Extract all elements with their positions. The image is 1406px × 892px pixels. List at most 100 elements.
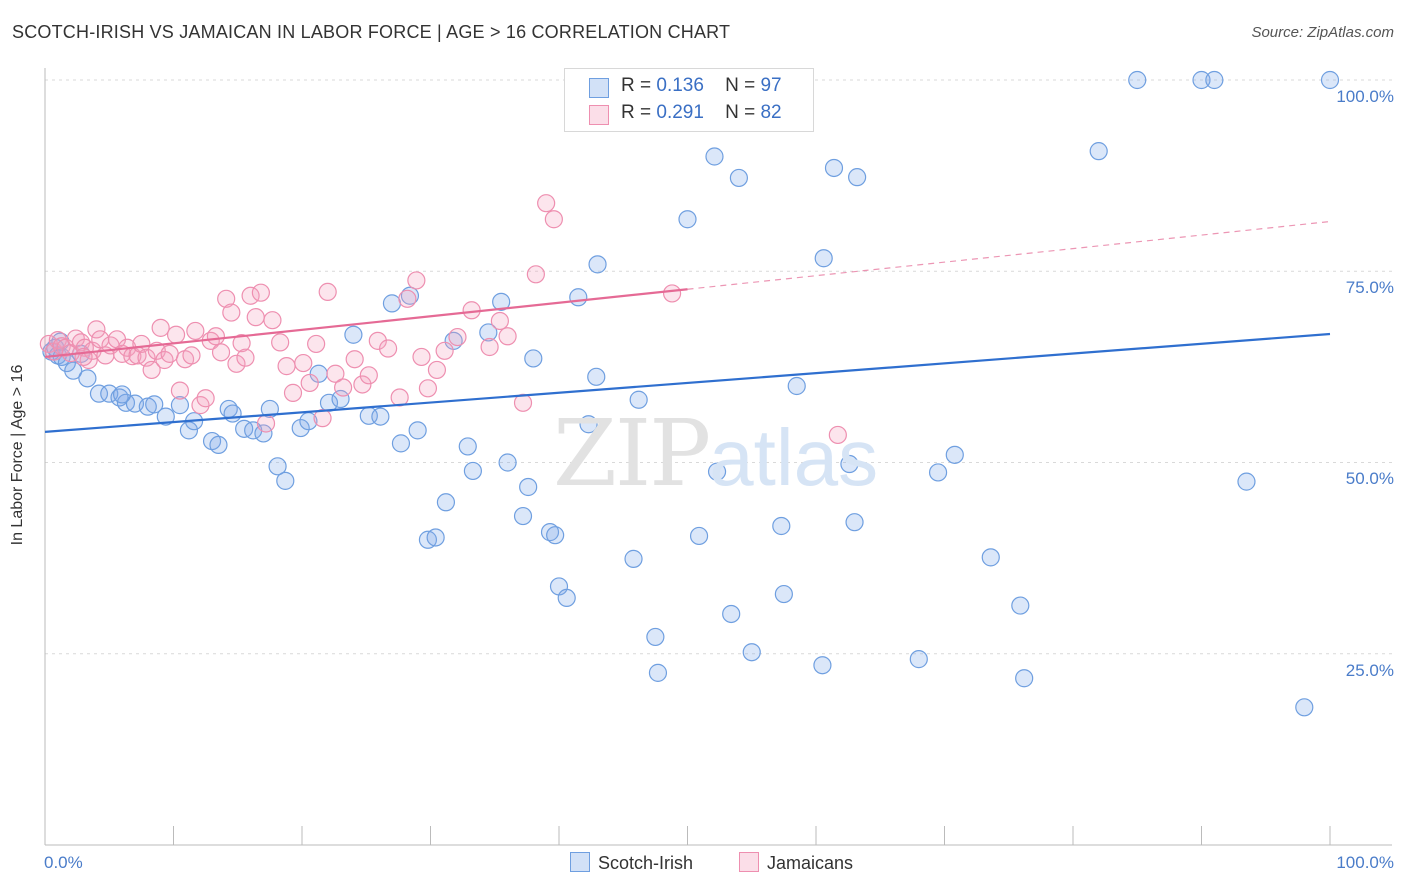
scotch-irish-point [588,255,607,274]
legend-item-scotch-irish[interactable]: Scotch-Irish [570,852,693,874]
scotch-irish-point [260,399,279,419]
jamaicans-point [251,283,270,302]
scotch-irish-point [291,418,310,438]
scotch-irish-point [845,513,864,532]
scotch-irish-point [371,407,390,426]
jamaicans-point [87,320,106,339]
scotch-irish-point [579,415,598,434]
jamaicans-point [448,327,467,347]
scotch-irish-points [42,70,1340,717]
scotch-irish-point [813,656,832,675]
scotch-irish-swatch [589,78,609,98]
jamaicans-point [160,344,179,363]
scotch-irish-point [1128,70,1147,90]
scotch-irish-point [209,435,228,455]
y-tick-label: 75.0% [1345,278,1394,297]
scotch-irish-point [624,549,643,568]
jamaicans-point [186,321,205,341]
trend-lines [44,220,1331,433]
jamaicans-point [217,289,236,308]
scotch-irish-point [436,493,456,512]
scotch-irish-point [479,323,498,342]
scotch-irish-trend-line [44,332,1331,433]
scotch-irish-point [824,158,844,178]
scotch-irish-point [648,663,668,682]
jamaicans-point [427,360,447,380]
legend-label: Jamaicans [767,853,854,873]
jamaicans-point [334,378,353,397]
scotch-irish-point [1237,472,1256,491]
scotch-irish-point [928,463,948,482]
scotch-irish-point [112,385,132,404]
jamaicans-trend-line [44,288,688,359]
jamaicans-point [537,194,556,213]
scotch-irish-point [981,548,1000,567]
jamaicans-point [246,308,265,327]
axes [44,68,1392,846]
jamaicans-point [271,333,290,352]
y-tick-label: 50.0% [1345,469,1394,488]
scotch-irish-point [408,421,427,440]
scotch-irish-point [426,528,445,547]
scotch-irish-point [331,389,350,409]
jamaicans-point [142,360,161,380]
jamaicans-point [368,331,387,350]
scotch-irish-point [945,445,964,464]
scotch-irish-point [546,526,565,545]
jamaicans-point [300,373,319,393]
legend-item-jamaicans[interactable]: Jamaicans [739,852,853,874]
jamaicans-point [345,350,364,369]
jamaicans-point [490,311,509,331]
legend-label: Scotch-Irish [598,853,694,873]
scotch-irish-point [848,168,867,187]
stats-legend: R = 0.136 N = 97 R = 0.291 N = 82 [564,68,814,132]
jamaicans-trend-extension [687,220,1331,290]
jamaicans-point [182,346,201,365]
jamaicans-point [318,282,337,302]
scotch-irish-point [629,390,648,409]
scotch-irish-point [1089,142,1108,161]
r-value: 0.291 [656,102,704,123]
scotch-irish-point [569,288,588,307]
n-label: N = [725,102,756,123]
scotch-irish-point [276,471,295,490]
scotch-irish-point [689,526,709,546]
scotch-irish-point [742,643,761,662]
x-tick-label: 0.0% [44,853,83,872]
jamaicans-point [353,375,372,394]
jamaicans-point [480,337,499,357]
jamaicans-point [166,325,186,344]
jamaicans-point [418,379,438,398]
jamaicans-point [294,353,313,373]
jamaicans-point [828,425,847,445]
r-label: R = [621,102,652,123]
scotch-irish-point [524,349,543,368]
n-value: 97 [760,75,782,96]
scotch-irish-point [498,453,517,472]
jamaicans-point [227,354,246,373]
watermark-atlas: atlas [709,413,879,502]
jamaicans-swatch [589,105,609,125]
scotch-irish-point [156,407,175,426]
scotch-irish-point [492,292,511,311]
grid-lines [45,79,1392,655]
scotch-irish-point [89,384,109,403]
jamaicans-point [498,327,517,346]
jamaicans-point [398,289,417,308]
jamaicans-point [232,334,251,353]
scotch-irish-point [678,210,697,229]
scotch-irish-point [463,461,483,481]
scotch-irish-point [909,650,928,669]
jamaicans-point [326,364,345,383]
n-value: 82 [760,102,782,123]
r-value: 0.136 [656,75,704,96]
scotch-irish-point [557,588,576,608]
jamaicans-point [74,347,93,367]
jamaicans-point [378,339,398,358]
chart-title: SCOTCH-IRISH VS JAMAICAN IN LABOR FORCE … [12,22,731,42]
scotch-irish-point [707,462,727,481]
jamaicans-point [662,284,682,303]
source-label: Source: ZipAtlas.com [1251,24,1394,41]
jamaicans-point [313,409,332,428]
scotch-irish-point [772,516,791,536]
